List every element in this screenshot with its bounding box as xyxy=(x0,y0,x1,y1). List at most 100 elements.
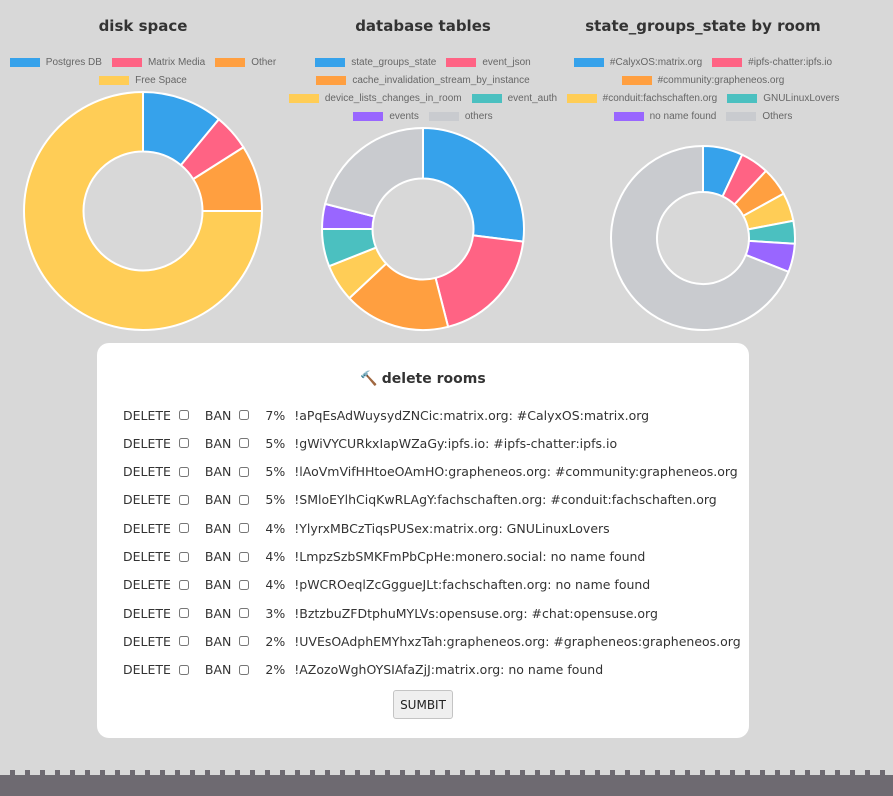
room-row: DELETE BAN 7% !aPqEsAdWuysydZNCic:matrix.or… xyxy=(123,405,649,425)
ban-label: BAN xyxy=(204,577,232,593)
room-percent: 7% xyxy=(265,407,286,423)
legend-item[interactable]: event_auth xyxy=(471,92,558,105)
delete-checkbox[interactable] xyxy=(178,551,189,562)
ban-checkbox[interactable] xyxy=(239,466,250,477)
legend-label: Others xyxy=(762,111,793,122)
delete-label: DELETE xyxy=(123,549,171,564)
room-name: !AZozoWghOYSIAfaZjJ:matrix.org: no name … xyxy=(294,662,604,678)
legend-item[interactable]: device_lists_changes_in_room xyxy=(288,92,462,105)
room-percent: 5% xyxy=(265,435,286,451)
delete-checkbox[interactable] xyxy=(178,494,189,505)
legend-item[interactable]: cache_invalidation_stream_by_instance xyxy=(316,74,530,87)
legend-item[interactable]: Postgres DB xyxy=(9,56,102,69)
legend-item[interactable]: Matrix Media xyxy=(111,56,206,69)
legend-label: GNULinuxLovers xyxy=(763,93,840,104)
legend-item[interactable]: no name found xyxy=(613,110,717,123)
donut-slice[interactable] xyxy=(23,90,264,331)
ban-checkbox[interactable] xyxy=(239,494,250,505)
delete-checkbox[interactable] xyxy=(178,579,189,590)
ban-checkbox[interactable] xyxy=(239,523,250,534)
hammer-icon: 🔨 xyxy=(360,371,378,387)
ban-label: BAN xyxy=(204,464,232,480)
room-percent: 2% xyxy=(265,633,286,649)
room-row: DELETE BAN 5% !lAoVmVifHHtoeOAmHO:grapheneo… xyxy=(123,462,738,482)
ban-checkbox[interactable] xyxy=(239,579,250,590)
legend-swatch xyxy=(727,94,758,103)
room-percent: 3% xyxy=(265,605,286,621)
delete-checkbox[interactable] xyxy=(178,466,189,477)
delete-checkbox[interactable] xyxy=(178,523,189,534)
legend-item[interactable]: Free Space xyxy=(99,74,187,87)
legend-item[interactable]: state_groups_state xyxy=(315,56,436,69)
legend-item[interactable]: events xyxy=(353,110,419,123)
legend-label: #conduit:fachschaften.org xyxy=(602,93,718,104)
room-percent: 5% xyxy=(265,464,286,480)
legend-label: others xyxy=(464,111,493,122)
delete-label: DELETE xyxy=(123,577,171,593)
donut-chart-state-groups-by-room xyxy=(610,144,796,331)
delete-checkbox[interactable] xyxy=(178,410,189,420)
legend-label: Free Space xyxy=(135,75,187,86)
ban-checkbox[interactable] xyxy=(239,410,250,420)
panel-title-text: delete rooms xyxy=(381,371,486,387)
legend-label: Postgres DB xyxy=(45,57,102,68)
footer-edge xyxy=(0,770,893,775)
legend-label: Other xyxy=(251,57,277,68)
legend-label: Matrix Media xyxy=(147,57,206,68)
legend-swatch xyxy=(573,58,604,67)
room-row: DELETE BAN 5% !gWiVYCURkxIapWZaGy:ipfs.io: … xyxy=(123,433,617,453)
donut-chart-disk-space xyxy=(23,90,264,331)
footer xyxy=(0,770,893,796)
donut-slice[interactable] xyxy=(323,126,424,218)
room-name: !UVEsOAdphEMYhxzTah:grapheneos.org: #gra… xyxy=(294,633,741,649)
legend-label: #ipfs-chatter:ipfs.io xyxy=(748,57,833,68)
legend-swatch xyxy=(215,58,246,67)
chart-title-state-groups-by-room: state_groups_state by room xyxy=(585,17,821,35)
delete-label: DELETE xyxy=(123,435,171,451)
ban-checkbox[interactable] xyxy=(239,438,250,449)
room-percent: 5% xyxy=(265,492,286,508)
donut-slice[interactable] xyxy=(610,144,790,331)
legend-swatch xyxy=(621,76,652,85)
legend-label: event_json xyxy=(482,57,531,68)
ban-label: BAN xyxy=(204,549,232,564)
legend-item[interactable]: others xyxy=(428,110,493,123)
delete-label: DELETE xyxy=(123,633,171,649)
legend-item[interactable]: Other xyxy=(215,56,276,69)
ban-label: BAN xyxy=(204,662,232,678)
room-row: DELETE BAN 4% !pWCROeqlZcGggueJLt:fachschaf… xyxy=(123,575,650,595)
legend-item[interactable]: #conduit:fachschaften.org xyxy=(566,92,718,105)
legend-label: #community:grapheneos.org xyxy=(657,75,785,86)
legend-swatch xyxy=(111,58,142,67)
delete-checkbox[interactable] xyxy=(178,608,189,619)
legend-swatch xyxy=(99,76,130,85)
ban-checkbox[interactable] xyxy=(239,636,250,647)
legend-swatch xyxy=(613,112,644,121)
ban-checkbox[interactable] xyxy=(239,608,250,619)
legend-item[interactable]: #community:grapheneos.org xyxy=(621,74,785,87)
delete-checkbox[interactable] xyxy=(178,636,189,647)
legend-state-groups-by-room: #CalyxOS:matrix.org #ipfs-chatter:ipfs.io… xyxy=(563,56,843,123)
legend-swatch xyxy=(9,58,40,67)
ban-label: BAN xyxy=(204,633,232,649)
legend-label: no name found xyxy=(649,111,717,122)
legend-item[interactable]: #CalyxOS:matrix.org xyxy=(573,56,702,69)
chart-title-disk-space: disk space xyxy=(98,17,188,35)
room-percent: 4% xyxy=(265,520,286,536)
room-row: DELETE BAN 2% !UVEsOAdphEMYhxzTah:grapheneo… xyxy=(123,631,741,651)
delete-checkbox[interactable] xyxy=(178,664,189,675)
room-name: !SMloEYlhCiqKwRLAgY:fachschaften.org: #c… xyxy=(294,492,717,508)
ban-checkbox[interactable] xyxy=(239,664,250,675)
donut-slice[interactable] xyxy=(434,234,525,329)
ban-checkbox[interactable] xyxy=(239,551,250,562)
donut-slice[interactable] xyxy=(422,126,525,243)
legend-label: event_auth xyxy=(507,93,558,104)
panel-title: 🔨 delete rooms xyxy=(97,371,749,387)
room-row: DELETE BAN 5% !SMloEYlhCiqKwRLAgY:fachschaf… xyxy=(123,490,717,510)
legend-item[interactable]: event_json xyxy=(446,56,531,69)
submit-button[interactable]: SUMBIT xyxy=(393,690,453,719)
delete-checkbox[interactable] xyxy=(178,438,189,449)
legend-item[interactable]: Others xyxy=(726,110,792,123)
legend-item[interactable]: GNULinuxLovers xyxy=(727,92,839,105)
legend-item[interactable]: #ipfs-chatter:ipfs.io xyxy=(712,56,832,69)
